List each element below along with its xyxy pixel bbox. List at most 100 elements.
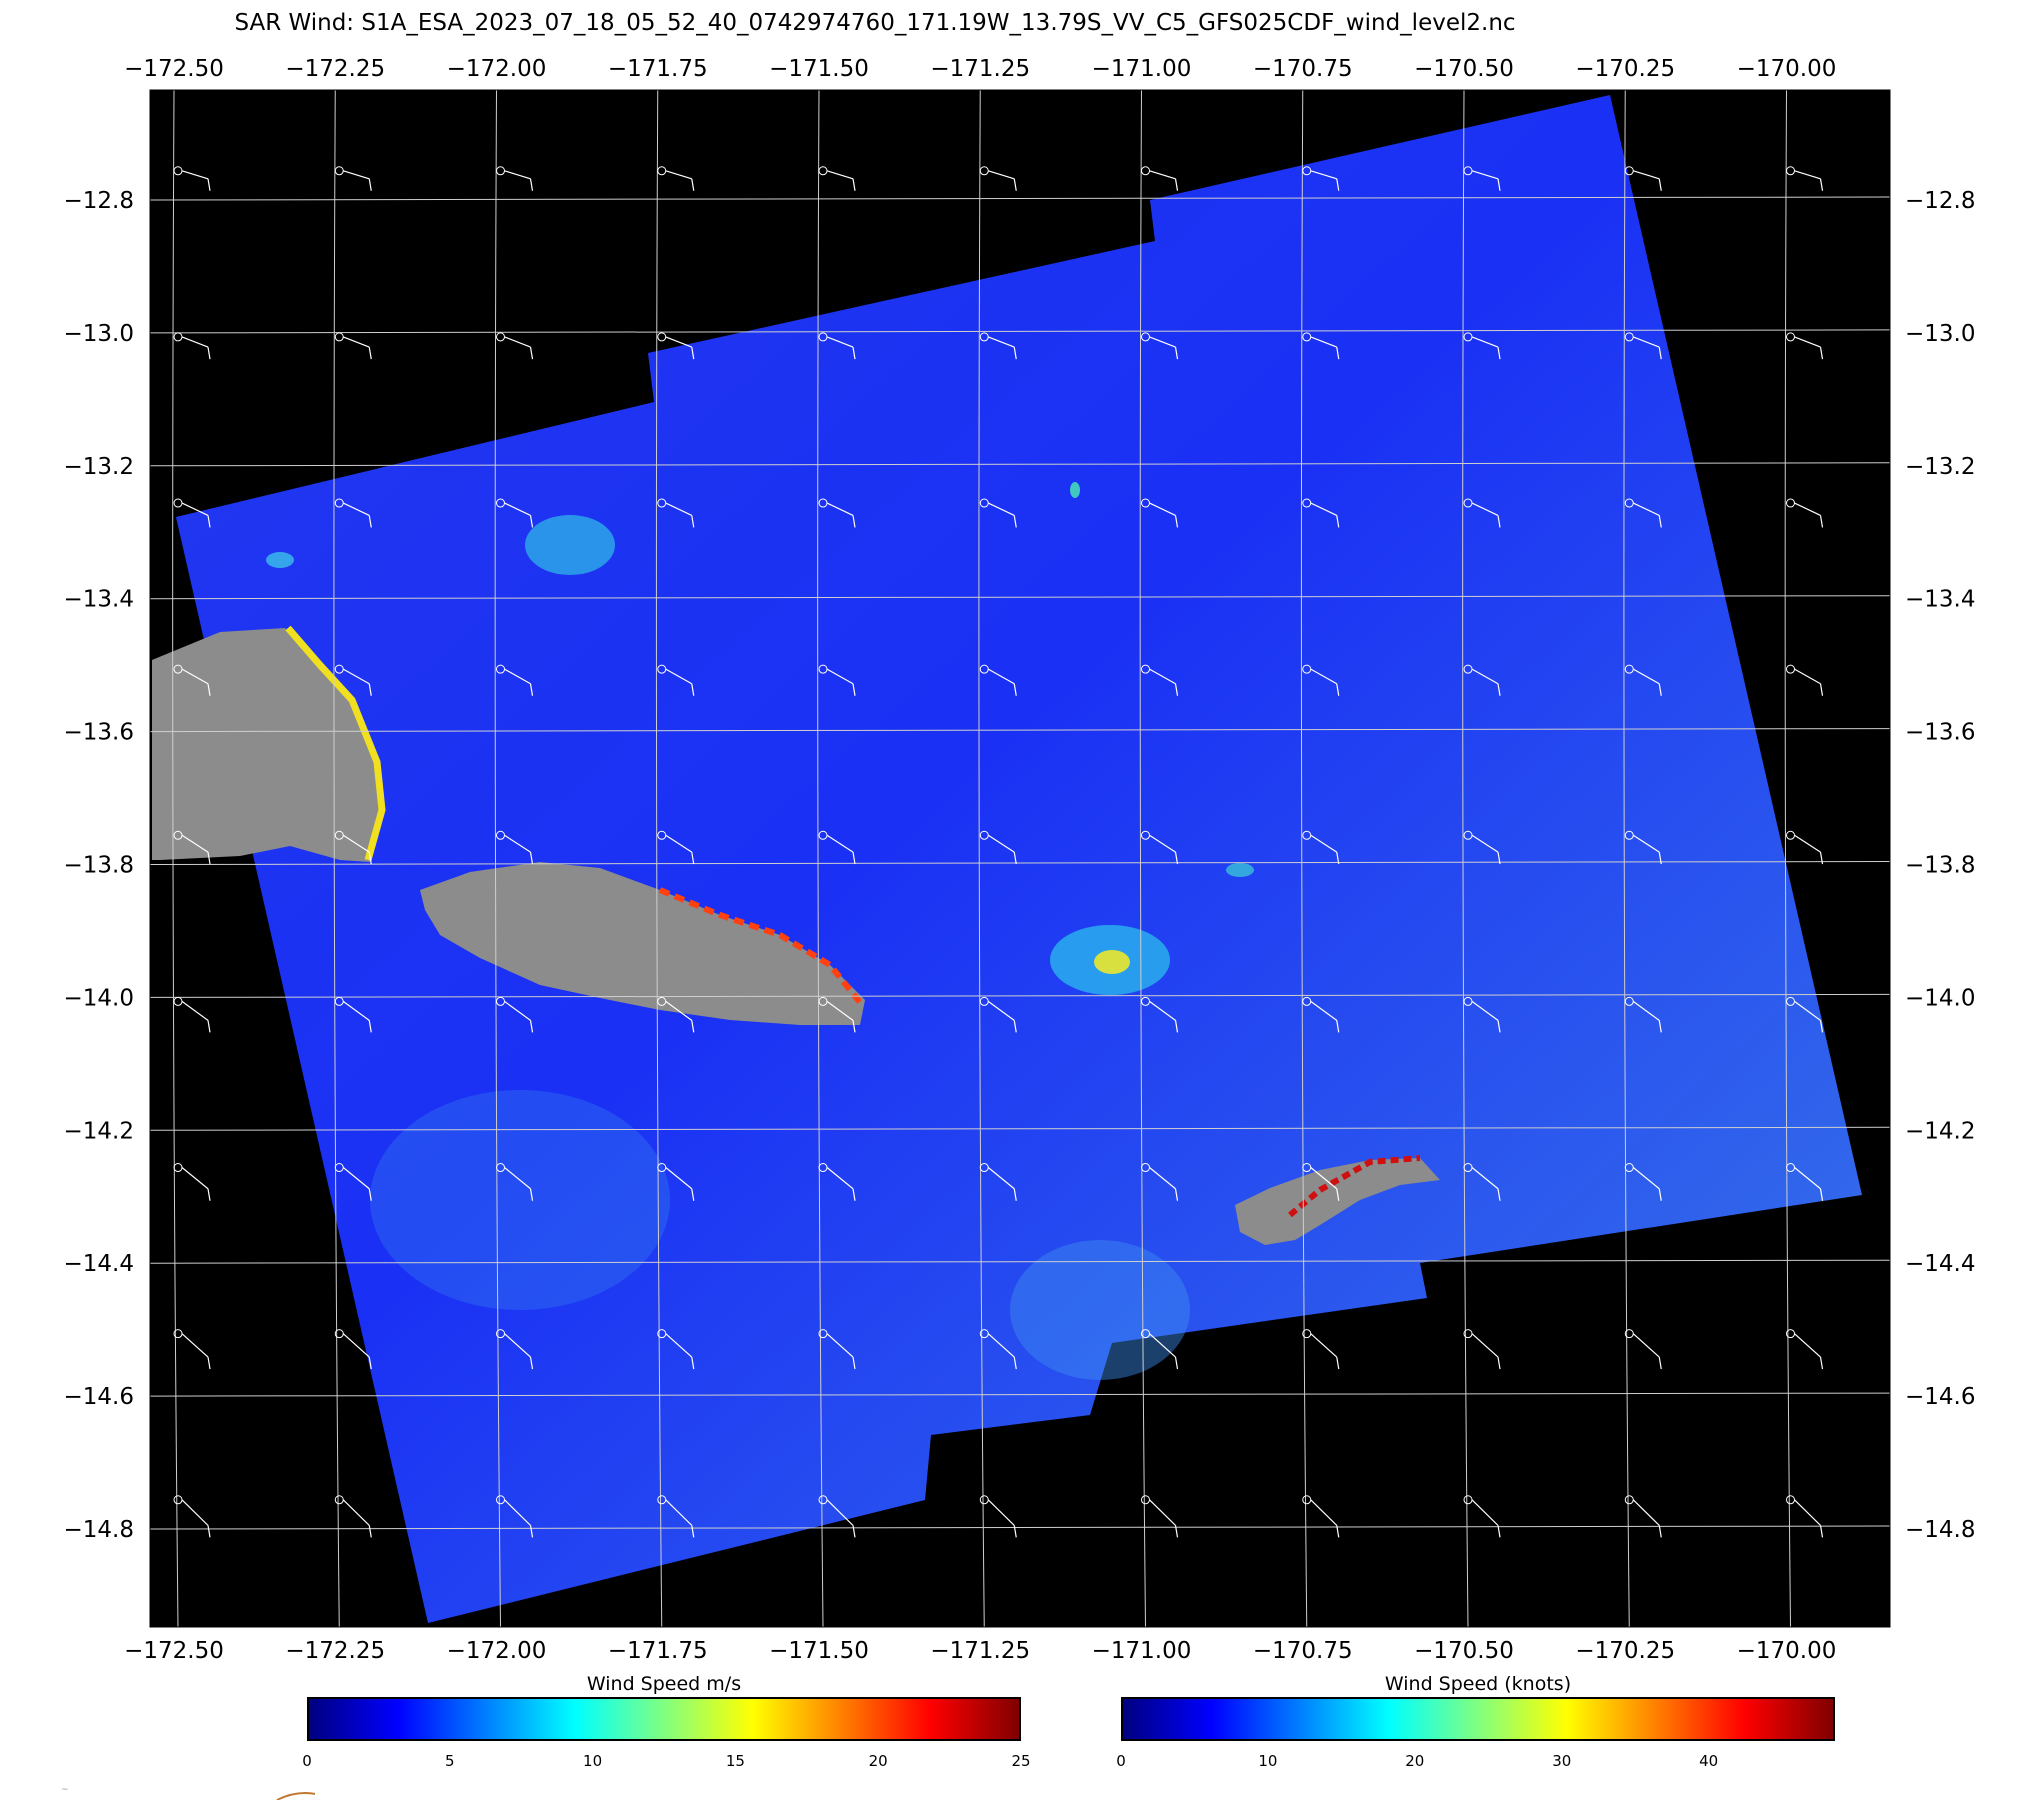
lat-lon-grid: [149, 89, 1891, 1628]
wind-barb: [979, 1163, 1017, 1201]
colorbar-tick-label: 40: [1699, 1752, 1719, 1770]
meridian-line: [494, 89, 501, 1628]
wind-barb: [1302, 996, 1340, 1033]
wind-barb: [1302, 830, 1340, 865]
lon-label-bottom: −170.50: [1414, 1638, 1514, 1664]
lat-label-left: −14.6: [64, 1384, 134, 1410]
lon-label-bottom: −172.00: [447, 1638, 547, 1664]
colorbar-tick-label: 0: [302, 1752, 312, 1770]
wind-barb: [334, 996, 372, 1033]
wind-barb: [657, 166, 695, 191]
wind-barb: [1463, 1495, 1501, 1538]
wind-barb: [1624, 1495, 1662, 1538]
wind-barb: [1141, 1329, 1179, 1370]
island-upolu: [420, 862, 865, 1025]
lon-label-bottom: −171.50: [769, 1638, 869, 1664]
wind-barb: [334, 664, 372, 696]
wind-barb: [173, 1163, 211, 1201]
wind-barb: [496, 830, 534, 865]
lat-label-left: −14.0: [64, 985, 134, 1011]
wind-barb: [1141, 830, 1179, 865]
wind-barb: [1302, 664, 1340, 696]
meridian-line: [1139, 89, 1146, 1628]
lat-label-right: −13.0: [1905, 321, 1975, 347]
wind-barb: [657, 830, 695, 865]
wind-barb: [1141, 166, 1179, 191]
wind-barb: [979, 1329, 1017, 1370]
lat-label-right: −14.0: [1905, 985, 1975, 1011]
wind-barb: [1624, 1329, 1662, 1370]
lon-label-bottom: −170.00: [1737, 1638, 1837, 1664]
wind-barb: [173, 830, 211, 865]
meridian-line: [333, 89, 340, 1628]
parallel-line: [149, 329, 1891, 334]
lon-label-top: −171.25: [930, 56, 1030, 82]
wind-barb: [496, 1495, 534, 1538]
lon-label-bottom: −170.75: [1253, 1638, 1353, 1664]
wind-barb: [1141, 1495, 1179, 1538]
lon-label-bottom: −171.75: [608, 1638, 708, 1664]
wind-barb: [1141, 1163, 1179, 1201]
wind-barb: [496, 166, 534, 191]
meridian-line: [1462, 89, 1469, 1628]
lat-label-left: −13.4: [64, 587, 134, 613]
wind-barb: [1624, 498, 1662, 528]
wind-barb: [1141, 498, 1179, 528]
lat-label-left: −13.0: [64, 321, 134, 347]
lat-label-left: −13.6: [64, 720, 134, 746]
wind-barb: [1624, 1163, 1662, 1201]
wind-barb: [1463, 1163, 1501, 1201]
wind-barb: [979, 1495, 1017, 1538]
wind-barb: [1463, 996, 1501, 1033]
map-title: SAR Wind: S1A_ESA_2023_07_18_05_52_40_07…: [234, 10, 1516, 36]
wind-barb: [1141, 332, 1179, 360]
lon-label-top: −170.50: [1414, 56, 1514, 82]
wind-barb: [657, 498, 695, 528]
wind-barb: [1786, 1163, 1824, 1201]
lon-label-top: −170.00: [1737, 56, 1837, 82]
lat-label-right: −13.6: [1905, 720, 1975, 746]
axis-tick-labels: −172.50 −172.50 −172.25 −172.25 −172.00 −172.…: [64, 56, 1976, 1664]
wind-barb: [818, 498, 856, 528]
colorbar-tick-label: 15: [725, 1752, 745, 1770]
parallel-line: [149, 1525, 1891, 1530]
lon-label-bottom: −170.25: [1575, 1638, 1675, 1664]
wind-barb: [1302, 1163, 1340, 1201]
island-savaii: [152, 628, 385, 862]
wind-barb: [334, 830, 372, 865]
wind-barb: [1302, 1495, 1340, 1538]
colorbar-tick-label: 10: [583, 1752, 603, 1770]
colorbar-tick-label: 20: [1405, 1752, 1425, 1770]
wind-barb: [979, 166, 1017, 191]
wind-barb: [1463, 498, 1501, 528]
wind-barb: [1786, 1495, 1824, 1538]
wind-barb: [334, 1163, 372, 1201]
wind-barb: [173, 664, 211, 696]
meridian-line: [1300, 89, 1308, 1628]
land-masses: [152, 625, 1440, 1245]
wind-barb: [657, 1163, 695, 1201]
colorbar-tick-label: 20: [868, 1752, 888, 1770]
wind-barb: [334, 1329, 372, 1370]
wind-barb: [657, 996, 695, 1033]
wind-barb: [173, 166, 211, 191]
lon-label-bottom: −172.25: [285, 1638, 385, 1664]
lat-label-left: −13.2: [64, 454, 134, 480]
wind-barb: [496, 1329, 534, 1370]
wind-barb: [173, 1329, 211, 1370]
wind-barb: [1141, 996, 1179, 1033]
island-tutuila: [1235, 1158, 1440, 1245]
wind-barb: [979, 332, 1017, 360]
wind-barb: [1624, 332, 1662, 360]
wind-barb: [334, 332, 372, 360]
wind-barb: [657, 1329, 695, 1370]
lat-label-left: −13.8: [64, 853, 134, 879]
parallel-line: [149, 595, 1891, 600]
wind-barb: [1463, 166, 1501, 191]
lat-label-left: −12.8: [64, 188, 134, 214]
parallel-line: [149, 1392, 1891, 1397]
wind-barb: [1463, 664, 1501, 696]
wind-barb: [657, 664, 695, 696]
wind-barb: [173, 1495, 211, 1538]
